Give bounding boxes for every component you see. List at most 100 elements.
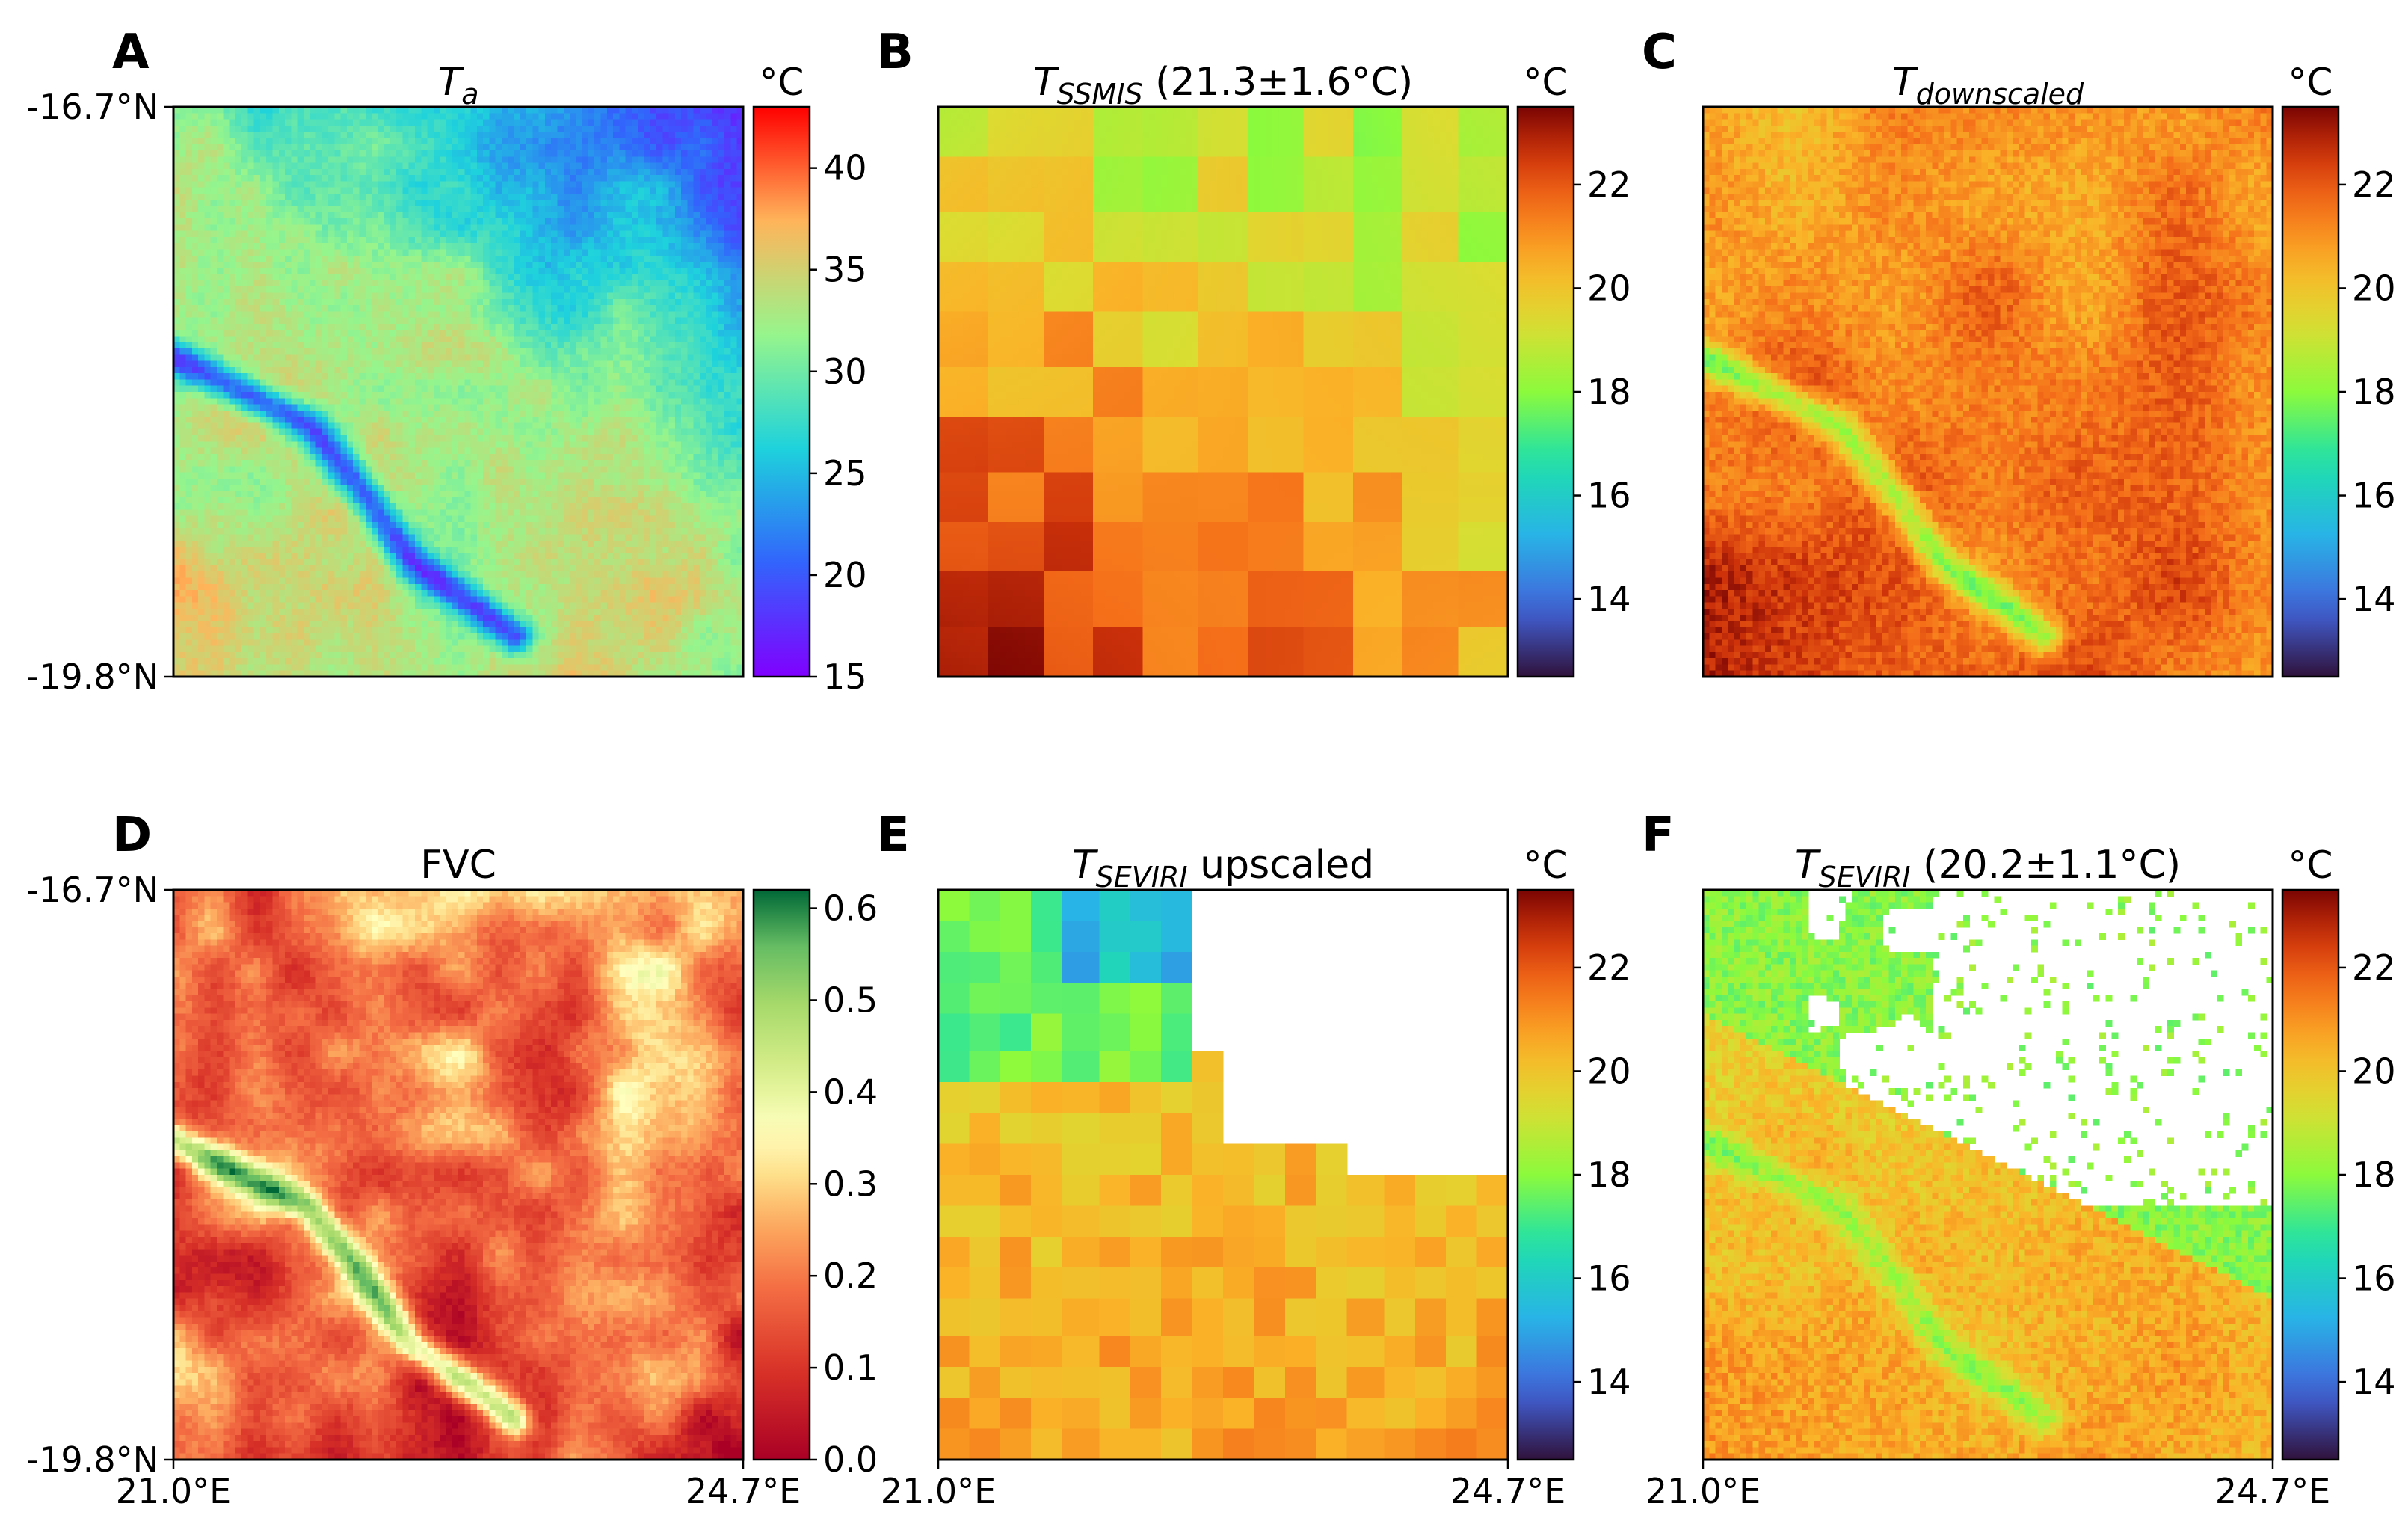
heatmap-cell — [718, 156, 725, 163]
heatmap-cell — [415, 113, 422, 120]
heatmap-cell — [508, 138, 514, 144]
heatmap-cell — [434, 120, 440, 126]
heatmap-cell — [409, 132, 416, 138]
heatmap-cell — [558, 144, 564, 151]
heatmap-cell — [638, 132, 644, 138]
heatmap-cell — [217, 156, 224, 163]
heatmap-cell — [601, 138, 608, 144]
heatmap-cell — [186, 169, 193, 176]
heatmap-cell — [464, 163, 471, 170]
heatmap-cell — [241, 169, 248, 176]
heatmap-cell — [458, 163, 465, 170]
heatmap-cell — [254, 144, 261, 151]
heatmap-cell — [378, 144, 384, 151]
heatmap-cell — [428, 156, 434, 163]
heatmap-cell — [198, 113, 205, 120]
heatmap-cell — [594, 113, 601, 120]
heatmap-cell — [532, 144, 539, 151]
heatmap-cell — [644, 138, 650, 144]
heatmap-cell — [341, 156, 348, 163]
heatmap-cell — [241, 144, 248, 151]
heatmap-cell — [520, 150, 527, 157]
heatmap-cell — [347, 144, 354, 151]
heatmap-cell — [279, 144, 286, 151]
heatmap-cell — [440, 120, 446, 126]
heatmap-cell — [730, 126, 737, 132]
heatmap-cell — [192, 163, 199, 170]
heatmap-cell — [440, 163, 446, 170]
heatmap-cell — [179, 150, 186, 157]
heatmap-cell — [230, 126, 236, 132]
heatmap-cell — [508, 156, 514, 163]
heatmap-cell — [316, 120, 323, 126]
heatmap-cell — [359, 126, 366, 132]
heatmap-cell — [291, 113, 298, 120]
heatmap-cell — [558, 126, 564, 132]
heatmap-cell — [211, 132, 218, 138]
heatmap-cell — [700, 113, 706, 120]
heatmap-cell — [273, 156, 280, 163]
heatmap-cell — [316, 156, 323, 163]
heatmap-cell — [204, 126, 211, 132]
heatmap-cell — [545, 132, 552, 138]
heatmap-cell — [204, 169, 211, 176]
heatmap-cell — [247, 156, 254, 163]
heatmap-cell — [718, 144, 725, 151]
heatmap-cell — [613, 144, 620, 151]
heatmap-cell — [644, 144, 650, 151]
heatmap-cell — [582, 132, 589, 138]
heatmap-cell — [353, 144, 360, 151]
heatmap-cell — [706, 150, 712, 157]
heatmap-cell — [204, 163, 211, 170]
heatmap-cell — [316, 144, 323, 151]
heatmap-cell — [179, 156, 186, 163]
heatmap-cell — [576, 120, 582, 126]
heatmap-cell — [415, 156, 422, 163]
heatmap-cell — [613, 150, 620, 157]
heatmap-cell — [700, 144, 706, 151]
heatmap-cell — [409, 156, 416, 163]
heatmap-cell — [204, 144, 211, 151]
heatmap-cell — [613, 113, 620, 120]
heatmap-cell — [446, 126, 452, 132]
heatmap-cell — [328, 120, 335, 126]
heatmap-cell — [428, 150, 434, 157]
heatmap-cell — [477, 144, 484, 151]
heatmap-cell — [607, 120, 614, 126]
heatmap-cell — [700, 126, 706, 132]
heatmap-cell — [334, 120, 341, 126]
heatmap-cell — [675, 120, 682, 126]
heatmap-cell — [687, 126, 694, 132]
heatmap-cell — [687, 120, 694, 126]
heatmap-cell — [520, 132, 527, 138]
heatmap-cell — [700, 132, 706, 138]
heatmap-cell — [638, 126, 644, 132]
heatmap-cell — [502, 144, 508, 151]
heatmap-cell — [266, 150, 273, 157]
heatmap-cell — [706, 144, 712, 151]
heatmap-cell — [601, 126, 608, 132]
heatmap-cell — [718, 138, 725, 144]
heatmap-cell — [588, 120, 595, 126]
heatmap-cell — [489, 132, 496, 138]
heatmap-cell — [384, 132, 391, 138]
heatmap-cell — [223, 144, 230, 151]
heatmap-cell — [378, 120, 384, 126]
heatmap-cell — [687, 138, 694, 144]
heatmap-cell — [520, 120, 527, 126]
heatmap-cell — [334, 163, 341, 170]
heatmap-cell — [718, 120, 725, 126]
heatmap-cell — [266, 132, 273, 138]
heatmap-cell — [421, 113, 428, 120]
heatmap-cell — [650, 144, 657, 151]
heatmap-cell — [316, 132, 323, 138]
heatmap-cell — [440, 144, 446, 151]
heatmap-cell — [192, 126, 199, 132]
heatmap-cell — [694, 132, 700, 138]
heatmap-cell — [378, 163, 384, 170]
heatmap-cell — [452, 144, 459, 151]
heatmap-cell — [576, 138, 582, 144]
heatmap-cell — [632, 132, 638, 138]
heatmap-cell — [514, 138, 521, 144]
heatmap-cell — [502, 126, 508, 132]
